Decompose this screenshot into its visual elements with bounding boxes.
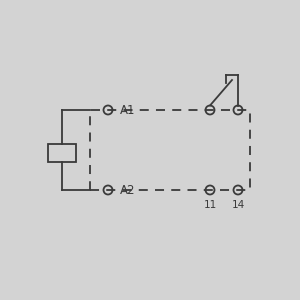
Text: A2: A2 — [120, 184, 136, 196]
Text: 14: 14 — [231, 200, 244, 210]
Bar — [90, 110, 250, 190]
Text: A1: A1 — [120, 103, 136, 116]
Text: 11: 11 — [203, 200, 217, 210]
Bar — [48, 144, 76, 162]
